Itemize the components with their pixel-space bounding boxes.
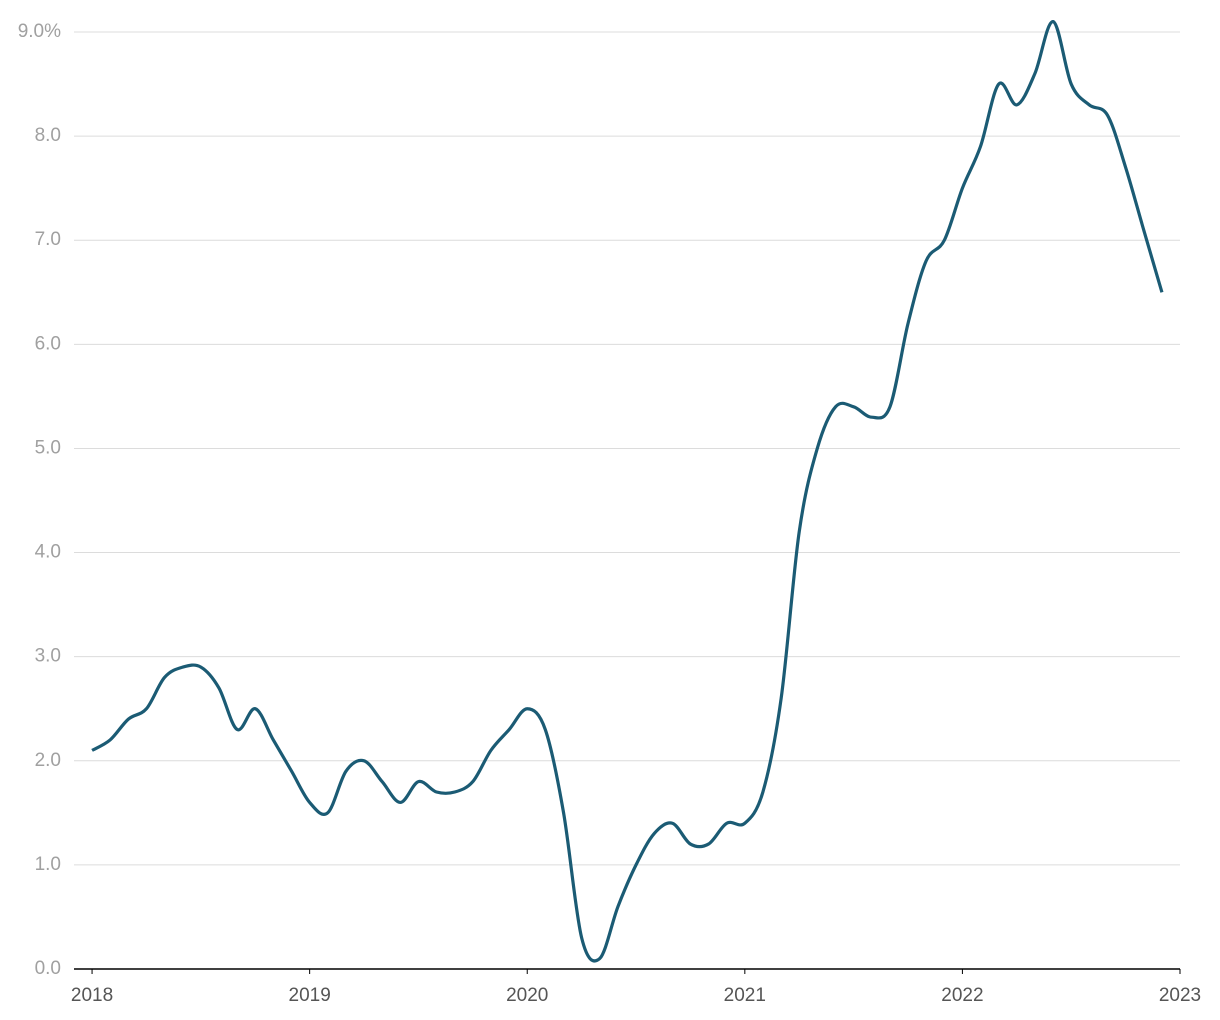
y-tick-label: 1.0 (35, 854, 61, 875)
x-tick-label: 2021 (724, 985, 766, 1006)
y-tick-label: 4.0 (35, 542, 61, 563)
x-tick-label: 2019 (289, 985, 331, 1006)
y-tick-label: 8.0 (35, 125, 61, 146)
y-tick-label: 9.0% (18, 21, 61, 42)
y-tick-label: 2.0 (35, 750, 61, 771)
x-tick-label: 2023 (1159, 985, 1201, 1006)
x-tick-label: 2018 (71, 985, 113, 1006)
data-line (91, 19, 1164, 963)
y-tick-label: 6.0 (35, 333, 61, 354)
y-tick-label: 3.0 (35, 646, 61, 667)
y-tick-label: 0.0 (35, 958, 61, 979)
y-tick-label: 7.0 (35, 229, 61, 250)
x-tick-label: 2020 (506, 985, 548, 1006)
y-tick-label: 5.0 (35, 437, 61, 458)
x-tick-label: 2022 (941, 985, 983, 1006)
